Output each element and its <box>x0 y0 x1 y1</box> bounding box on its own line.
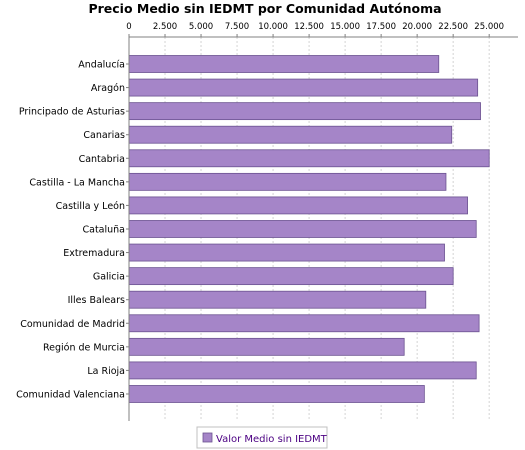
bar <box>128 125 453 144</box>
category-label: Castilla - La Mancha <box>29 177 125 188</box>
tick-label: 2.500 <box>153 22 177 32</box>
legend: Valor Medio sin IEDMT <box>196 426 328 449</box>
x-axis-ticks: 0 2.500 5.000 7.500 10.000 12.500 15.000 17.500… <box>126 22 504 37</box>
category-label: Galicia <box>93 272 125 283</box>
bar <box>128 243 445 262</box>
category-label: Andalucía <box>78 60 125 71</box>
legend-box <box>196 426 328 449</box>
category-label: Principado de Asturias <box>19 107 125 118</box>
category-label: Cataluña <box>82 224 125 235</box>
bar <box>128 55 440 73</box>
bar <box>128 314 480 333</box>
tick-label: 15.000 <box>330 22 360 32</box>
category-label: Comunidad de Madrid <box>20 319 125 330</box>
tick-label: 25.000 <box>474 22 504 32</box>
category-label: Comunidad Valenciana <box>16 389 125 400</box>
category-labels: Andalucía Aragón Principado de Asturias Can… <box>16 60 129 400</box>
category-label: La Rioja <box>87 366 125 377</box>
tick-label: 7.500 <box>225 22 249 32</box>
tick-label: 10.000 <box>258 22 288 32</box>
bars <box>128 55 490 403</box>
bar <box>128 196 468 215</box>
bar <box>128 220 477 238</box>
category-label: Aragón <box>91 83 125 94</box>
tick-label: 0 <box>126 22 131 32</box>
tick-label: 5.000 <box>189 22 213 32</box>
bar <box>128 102 481 121</box>
bar <box>128 290 427 309</box>
category-label: Canarias <box>83 130 125 141</box>
bar <box>128 337 405 356</box>
tick-label: 17.500 <box>366 22 396 32</box>
tick-label: 20.000 <box>402 22 432 32</box>
bar <box>128 361 477 380</box>
bar <box>128 267 454 286</box>
category-label: Castilla y León <box>56 201 125 212</box>
category-label: Extremadura <box>63 248 125 259</box>
tick-label: 12.500 <box>294 22 324 32</box>
category-label: Cantabria <box>79 154 125 165</box>
legend-label: Valor Medio sin IEDMT <box>216 434 328 445</box>
category-label: Región de Murcia <box>43 342 125 353</box>
bar <box>128 149 490 168</box>
legend-swatch <box>202 432 213 443</box>
chart-title: Precio Medio sin IEDMT por Comunidad Aut… <box>88 1 441 16</box>
bar <box>128 172 447 191</box>
category-label: Illes Balears <box>68 295 125 306</box>
bar <box>128 78 479 97</box>
bar <box>128 385 425 403</box>
tick-label: 22.500 <box>438 22 468 32</box>
